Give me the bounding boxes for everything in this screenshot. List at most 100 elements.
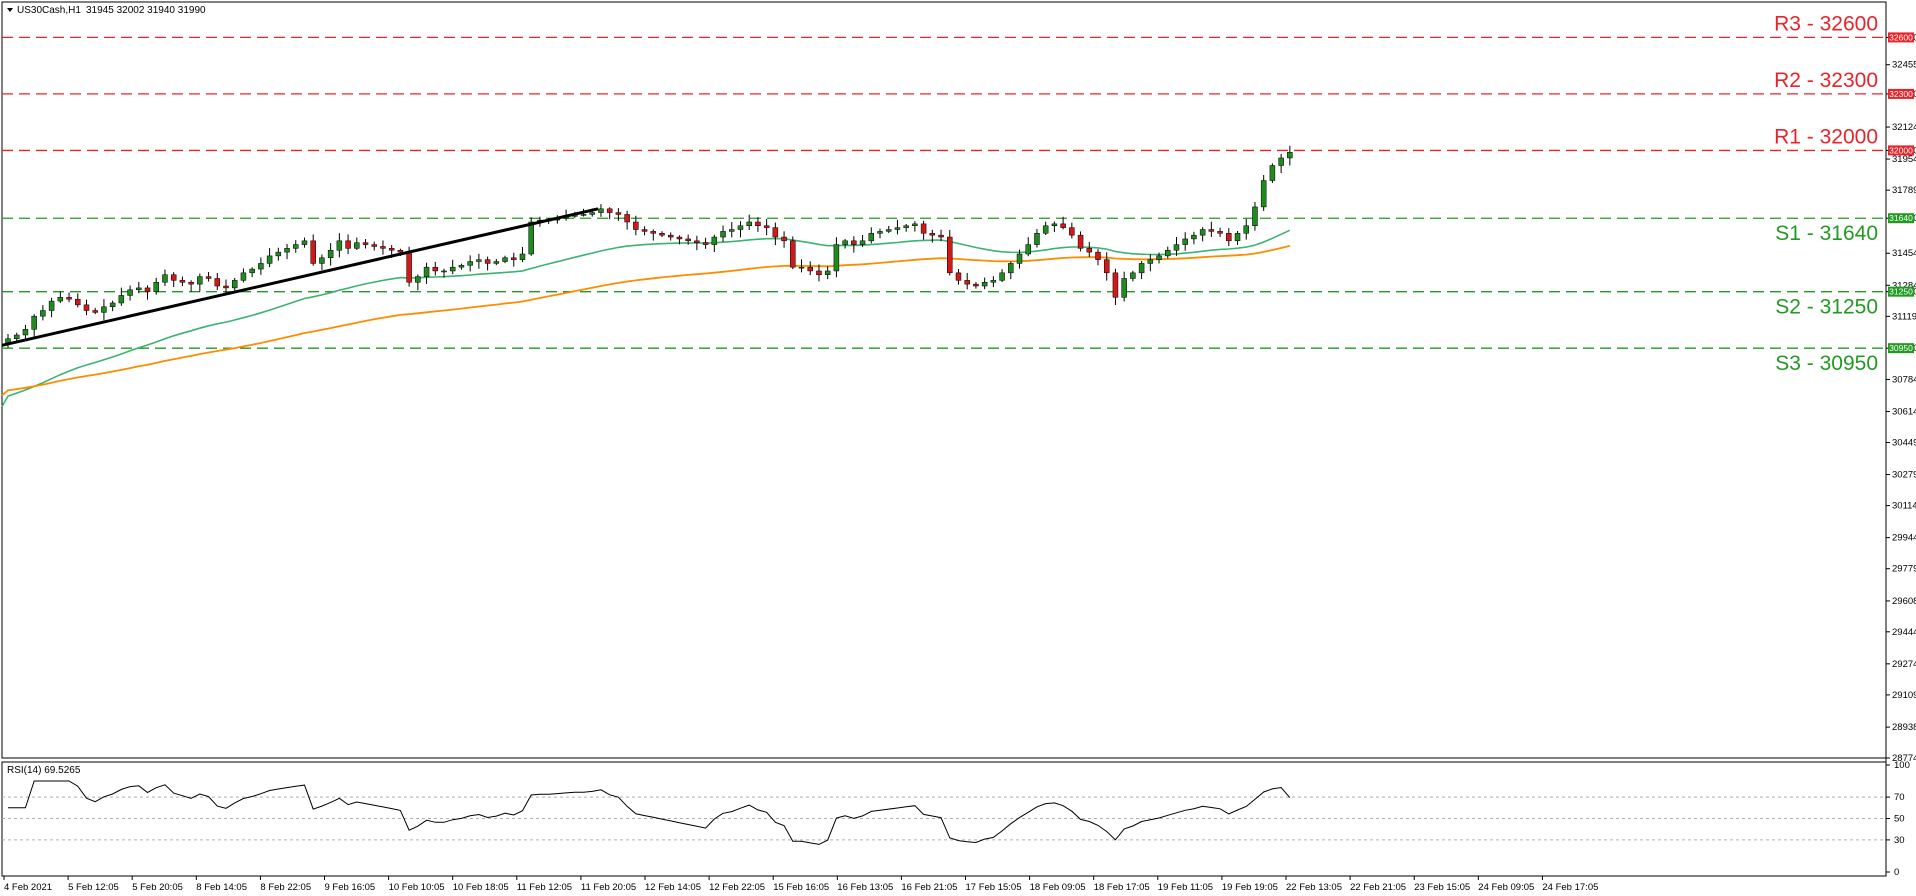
candle-down [702,242,709,245]
candle-down [1112,272,1119,298]
candle-up [1130,272,1136,279]
candle-down [406,251,412,283]
candle-up [1034,233,1040,245]
candle-up [40,310,46,317]
y-tick-label: 31954 [1892,154,1916,165]
candle-up [258,263,264,270]
candle-up [894,227,901,230]
candle-down [781,236,787,242]
y-tick-label: 30114 [1892,501,1916,512]
candle-down [83,304,90,311]
candle-up [423,266,430,277]
rsi-label: RSI(14) 69.5265 [7,765,81,776]
candle-up [118,295,125,304]
candle-down [362,242,369,245]
y-tick-label: 31119 [1892,311,1916,322]
candle-up [336,240,343,251]
candle-up [1173,244,1180,251]
candle-down [75,298,81,306]
candle-up [990,280,997,283]
candle-up [275,251,282,257]
candle-up [711,236,718,245]
candle-up [502,257,508,262]
x-tick-label: 19 Feb 19:05 [1222,882,1278,893]
candle-up [476,259,482,262]
level-price-tag-text: 30950 [1889,343,1913,353]
candle-down [1095,251,1101,260]
candle-up [441,270,447,273]
x-tick-label: 23 Feb 15:05 [1414,882,1470,893]
level-price-tag [1888,343,1914,354]
x-tick-label: 22 Feb 13:05 [1286,882,1342,893]
candle-up [57,297,64,302]
candle-up [493,261,500,264]
candle-up [284,248,290,253]
candle-down [929,233,936,236]
candle-down [179,280,186,283]
trendline[interactable] [1,207,599,347]
candle-down [205,276,212,279]
candle-up [1165,249,1171,257]
candle-down [807,266,813,272]
y-tick-label: 32124 [1892,122,1916,133]
candle-up [1278,157,1284,166]
candle-down [964,280,970,285]
candle-up [127,289,133,296]
candle-up [1051,223,1058,226]
candle-down [694,240,700,243]
candle-down [511,257,517,260]
main-panel-frame [1,1,1887,759]
candle-up [1042,225,1049,234]
x-tick-label: 16 Feb 13:05 [837,882,893,893]
candle-up [1147,259,1154,264]
ma-fast-line [1,229,1291,407]
candle-down [170,274,177,281]
candle-down [851,240,857,245]
candle-up [833,244,840,272]
x-tick-label: 17 Feb 15:05 [966,882,1022,893]
candle-down [1217,231,1223,234]
candle-down [1226,233,1232,242]
candle-down [144,287,151,292]
candle-up [467,261,473,266]
y-tick-label: 29944 [1892,533,1916,544]
level-price-tag [1888,88,1914,99]
candle-up [1199,229,1206,236]
candle-up [903,225,909,228]
candle-up [1156,255,1162,260]
y-tick-label: 30279 [1892,470,1916,481]
x-tick-label: 10 Feb 10:05 [389,882,445,893]
rsi-tick-label: 30 [1894,835,1905,846]
candle-up [528,221,534,255]
candle-down [624,214,630,223]
candle-down [650,231,657,234]
x-tick-label: 8 Feb 22:05 [260,882,311,893]
candle-up [729,229,735,232]
candle-up [1234,233,1241,242]
candle-down [432,266,439,272]
level-label-resistance: R2 - 32300 [1774,69,1878,92]
y-tick-label: 32455 [1892,60,1916,71]
x-tick-label: 18 Feb 17:05 [1094,882,1150,893]
y-tick-label: 31454 [1892,248,1916,259]
symbol-label: US30Cash,H1 [17,5,81,16]
candle-up [598,208,604,213]
collapse-triangle-icon[interactable] [7,8,13,12]
candle-up [877,231,883,234]
candle-up [354,242,360,249]
level-price-tag [1888,145,1914,156]
candle-up [885,229,892,232]
candle-down [223,285,229,289]
x-tick-label: 15 Feb 16:05 [773,882,829,893]
candle-up [327,249,334,259]
y-tick-label: 30449 [1892,438,1916,449]
candle-down [772,227,779,238]
candle-down [1077,234,1084,249]
candle-up [319,257,325,264]
candle-down [667,234,674,238]
candle-down [1208,229,1215,232]
candle-down [790,240,796,268]
candle-up [1269,165,1276,181]
y-tick-label: 29608 [1892,596,1916,607]
